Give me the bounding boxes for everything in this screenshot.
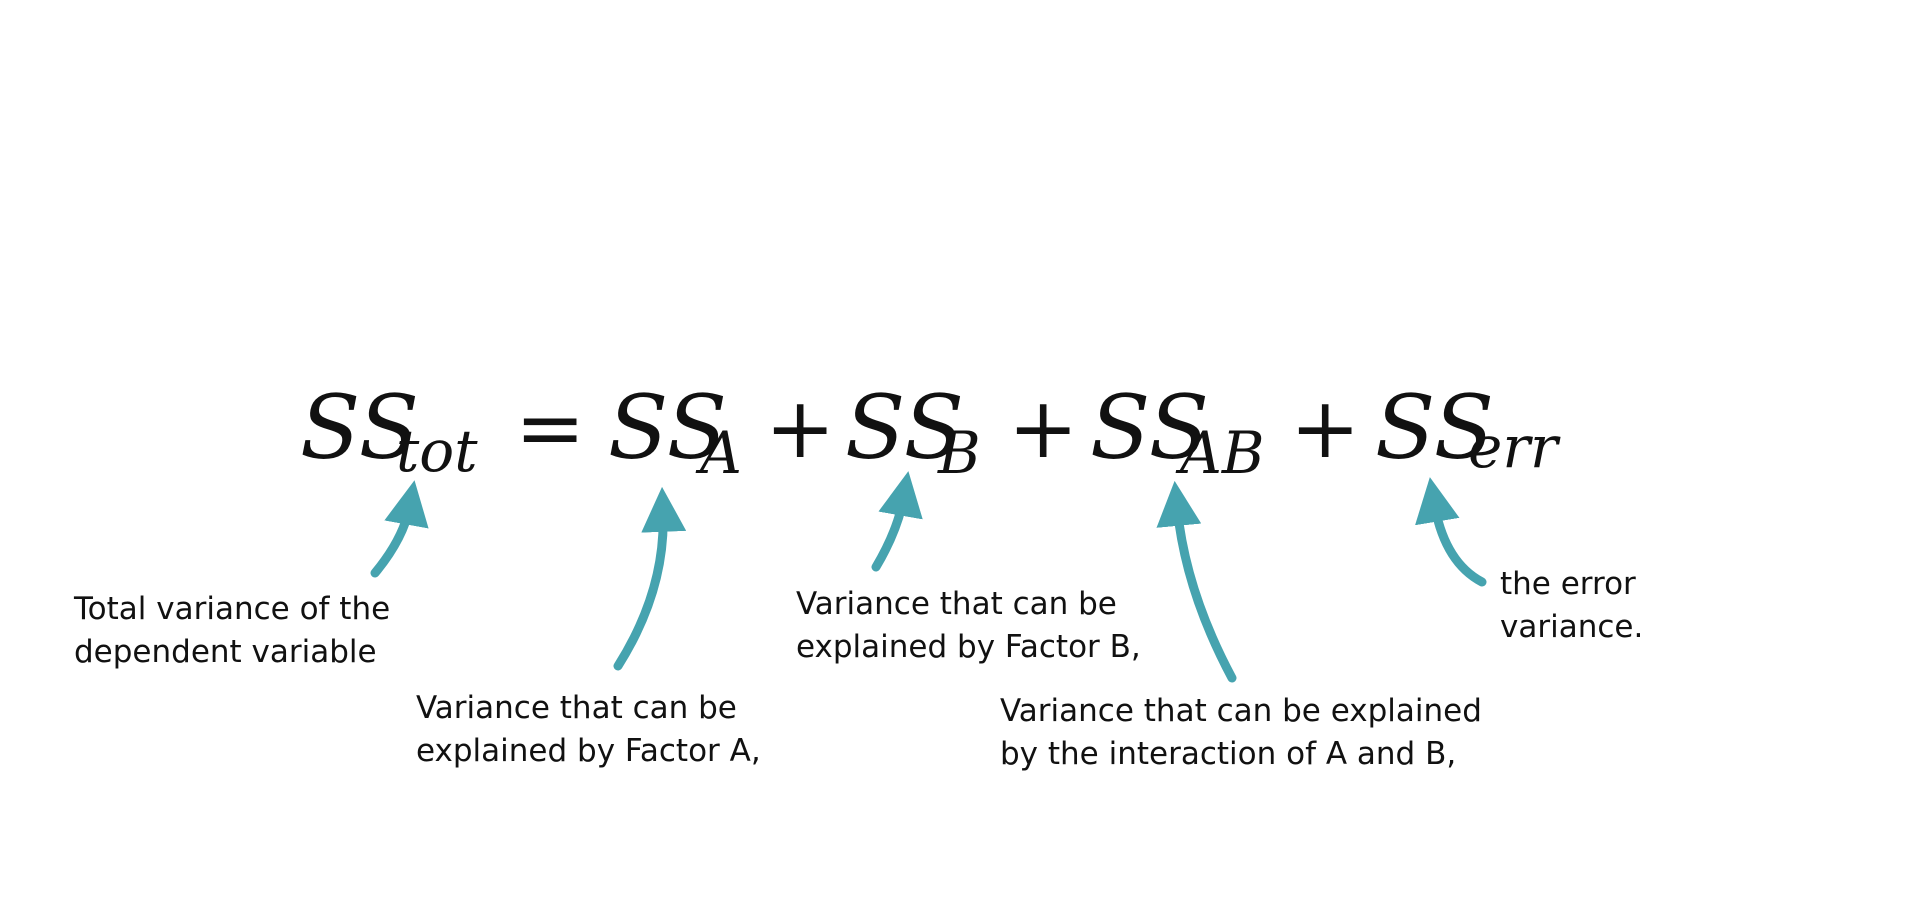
arrow-a: [613, 486, 687, 671]
annotation-total-line1: Total variance of the: [74, 591, 391, 627]
term-tot-base: SS: [300, 376, 420, 479]
arrow-b: [871, 471, 923, 572]
term-tot-subscript: tot: [396, 417, 478, 485]
term-ab-base: SS: [1090, 376, 1210, 479]
term-a-base: SS: [608, 376, 728, 479]
annotation-total-line2: dependent variable: [74, 634, 377, 670]
annotation-factor-a-line1: Variance that can be: [416, 690, 737, 726]
arrow-ab: [1156, 480, 1237, 683]
plus-sign-3: +: [1290, 379, 1361, 477]
term-b-subscript: B: [938, 419, 981, 487]
annotation-interaction: Variance that can be explained by the in…: [1000, 690, 1482, 776]
annotation-factor-b-line1: Variance that can be: [796, 586, 1117, 622]
term-err-subscript: err: [1468, 413, 1558, 481]
arrow-err: [1415, 477, 1487, 587]
annotation-factor-b: Variance that can be explained by Factor…: [796, 583, 1141, 669]
annotation-error: the error variance.: [1500, 563, 1643, 649]
plus-sign-1: +: [765, 379, 836, 477]
annotation-interaction-line1: Variance that can be explained: [1000, 693, 1482, 729]
plus-sign-2: +: [1008, 379, 1079, 477]
equals-sign: =: [515, 379, 586, 477]
annotation-factor-b-line2: explained by Factor B,: [796, 629, 1141, 665]
term-ab-subscript: AB: [1180, 419, 1265, 487]
annotation-error-line2: variance.: [1500, 609, 1644, 645]
term-err-base: SS: [1375, 376, 1495, 479]
arrow-tot: [370, 480, 429, 578]
annotation-total: Total variance of the dependent variable: [74, 588, 390, 674]
term-a-subscript: A: [700, 419, 742, 487]
annotation-factor-a: Variance that can be explained by Factor…: [416, 687, 761, 773]
annotation-interaction-line2: by the interaction of A and B,: [1000, 736, 1457, 772]
annotation-factor-a-line2: explained by Factor A,: [416, 733, 761, 769]
annotation-error-line1: the error: [1500, 566, 1636, 602]
term-b-base: SS: [845, 376, 965, 479]
